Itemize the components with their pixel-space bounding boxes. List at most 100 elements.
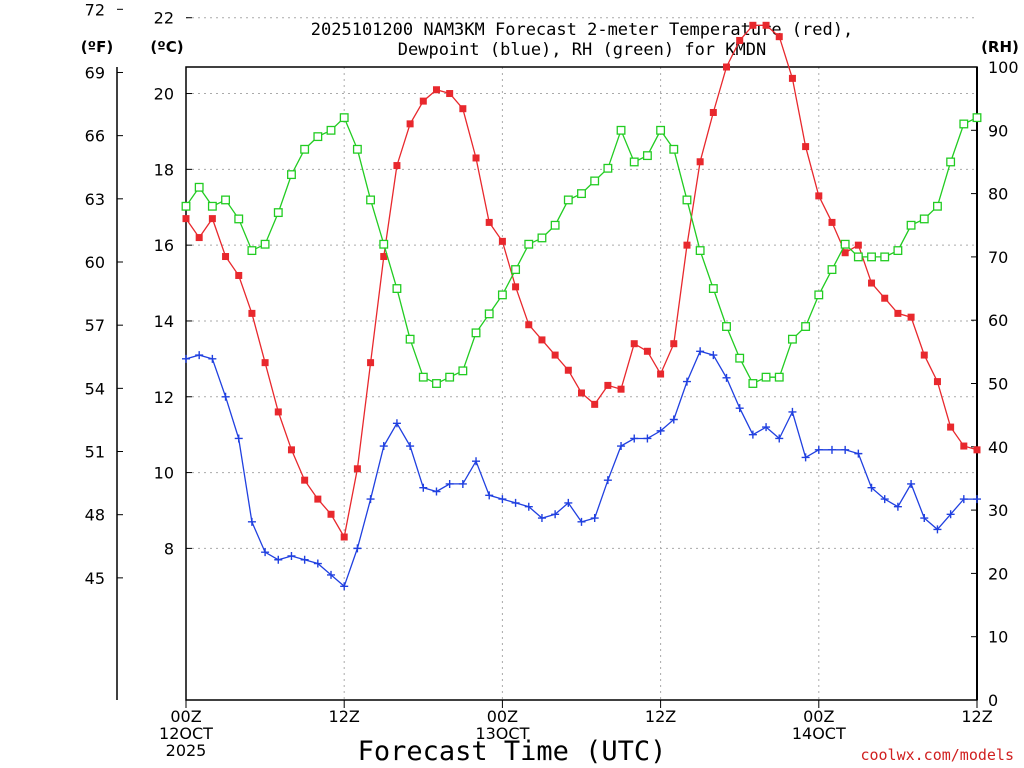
temp-point-10 xyxy=(314,495,322,503)
x-tick-label-0-1: 12OCT xyxy=(159,724,213,743)
temp-point-4 xyxy=(235,271,243,279)
temp-point-12 xyxy=(340,533,348,541)
rh-point-13 xyxy=(352,144,362,154)
temp-point-29 xyxy=(564,366,572,374)
x-tick-label-2-1: 13OCT xyxy=(475,724,529,743)
dewpoint-point-38 xyxy=(682,377,691,386)
rh-point-14 xyxy=(366,195,376,205)
dewpoint-point-35 xyxy=(643,434,652,443)
temp-point-0 xyxy=(182,215,190,223)
fahrenheit-tick-48: 48 xyxy=(85,506,105,525)
rh-point-17 xyxy=(405,334,415,344)
dewpoint-point-37 xyxy=(669,415,678,424)
rh-point-8 xyxy=(287,170,296,180)
temp-point-48 xyxy=(815,192,823,200)
temp-point-13 xyxy=(353,465,361,473)
temp-point-31 xyxy=(591,400,599,408)
temp-point-38 xyxy=(683,241,691,249)
dewpoint-point-26 xyxy=(524,502,533,511)
rh-point-57 xyxy=(933,201,942,211)
rh-point-30 xyxy=(577,189,586,199)
rh-point-9 xyxy=(300,144,310,154)
fahrenheit-tick-60: 60 xyxy=(85,253,105,272)
temp-point-39 xyxy=(696,158,704,166)
rh-point-11 xyxy=(326,125,336,135)
temp-point-42 xyxy=(736,36,744,44)
rh-point-46 xyxy=(787,334,797,344)
dewpoint-point-21 xyxy=(458,479,467,488)
rh-point-16 xyxy=(392,284,402,293)
temp-point-1 xyxy=(195,234,203,242)
temp-point-51 xyxy=(854,241,862,249)
rh-point-23 xyxy=(484,309,494,319)
dewpoint-point-48 xyxy=(814,445,823,454)
x-tick-label-3-0: 12Z xyxy=(645,707,676,726)
rh-tick-40: 40 xyxy=(988,438,1008,457)
rh-point-37 xyxy=(669,144,679,154)
dewpoint-point-20 xyxy=(445,479,454,488)
rh-point-43 xyxy=(748,379,758,388)
dewpoint-point-29 xyxy=(564,498,573,507)
temp-point-5 xyxy=(248,309,256,317)
dewpoint-point-25 xyxy=(511,498,520,507)
temp-point-46 xyxy=(788,74,796,82)
celsius-tick-12: 12 xyxy=(154,388,174,407)
rh-point-34 xyxy=(629,157,639,167)
temp-point-30 xyxy=(578,389,585,397)
dewpoint-point-40 xyxy=(709,351,718,360)
temp-point-60 xyxy=(973,446,981,454)
dewpoint-point-33 xyxy=(617,442,626,451)
rh-point-36 xyxy=(656,125,666,135)
rh-point-49 xyxy=(827,265,837,275)
rh-unit-label: (RH) xyxy=(981,38,1019,56)
dewpoint-point-24 xyxy=(498,495,507,504)
temp-point-41 xyxy=(723,63,731,71)
temp-point-14 xyxy=(367,359,375,367)
rh-point-48 xyxy=(814,290,824,300)
dewpoint-point-5 xyxy=(247,517,256,526)
celsius-tick-8: 8 xyxy=(164,539,174,558)
rh-point-19 xyxy=(432,379,441,388)
temp-point-47 xyxy=(802,143,810,151)
celsius-tick-22: 22 xyxy=(154,9,174,28)
fahrenheit-unit-label: (ºF) xyxy=(81,38,113,56)
temp-point-44 xyxy=(762,21,770,29)
rh-point-44 xyxy=(761,372,771,382)
series-dewpoint xyxy=(182,347,981,591)
dewpoint-point-32 xyxy=(603,476,612,485)
dewpoint-point-17 xyxy=(406,442,415,451)
dewpoint-point-8 xyxy=(287,551,296,560)
rh-point-26 xyxy=(524,239,534,249)
temp-point-32 xyxy=(604,381,612,389)
dewpoint-point-22 xyxy=(472,457,481,466)
dewpoint-point-42 xyxy=(735,404,744,413)
dewpoint-point-55 xyxy=(907,479,916,488)
temp-point-23 xyxy=(485,218,493,226)
fahrenheit-tick-72: 72 xyxy=(85,0,105,19)
celsius-tick-18: 18 xyxy=(154,160,174,179)
temp-point-50 xyxy=(841,249,849,257)
x-tick-label-0-0: 00Z xyxy=(170,707,201,726)
dewpoint-point-23 xyxy=(485,491,494,500)
rh-tick-20: 20 xyxy=(988,564,1008,583)
x-tick-label-1-0: 12Z xyxy=(329,707,360,726)
temp-point-45 xyxy=(775,33,783,41)
rh-point-25 xyxy=(511,265,521,275)
rh-tick-30: 30 xyxy=(988,501,1008,520)
dewpoint-point-43 xyxy=(748,430,757,439)
dewpoint-point-13 xyxy=(353,544,362,553)
x-axis-title: Forecast Time (UTC) xyxy=(358,736,667,767)
rh-tick-90: 90 xyxy=(988,121,1008,140)
rh-point-21 xyxy=(458,366,468,376)
temp-point-16 xyxy=(393,162,401,170)
rh-point-10 xyxy=(313,132,323,142)
temp-point-24 xyxy=(498,237,506,245)
rh-point-20 xyxy=(445,372,455,382)
rh-point-3 xyxy=(221,195,230,205)
temp-point-9 xyxy=(301,476,309,484)
dewpoint-point-49 xyxy=(827,445,836,454)
dewpoint-point-30 xyxy=(577,517,586,526)
temp-point-17 xyxy=(406,120,414,128)
